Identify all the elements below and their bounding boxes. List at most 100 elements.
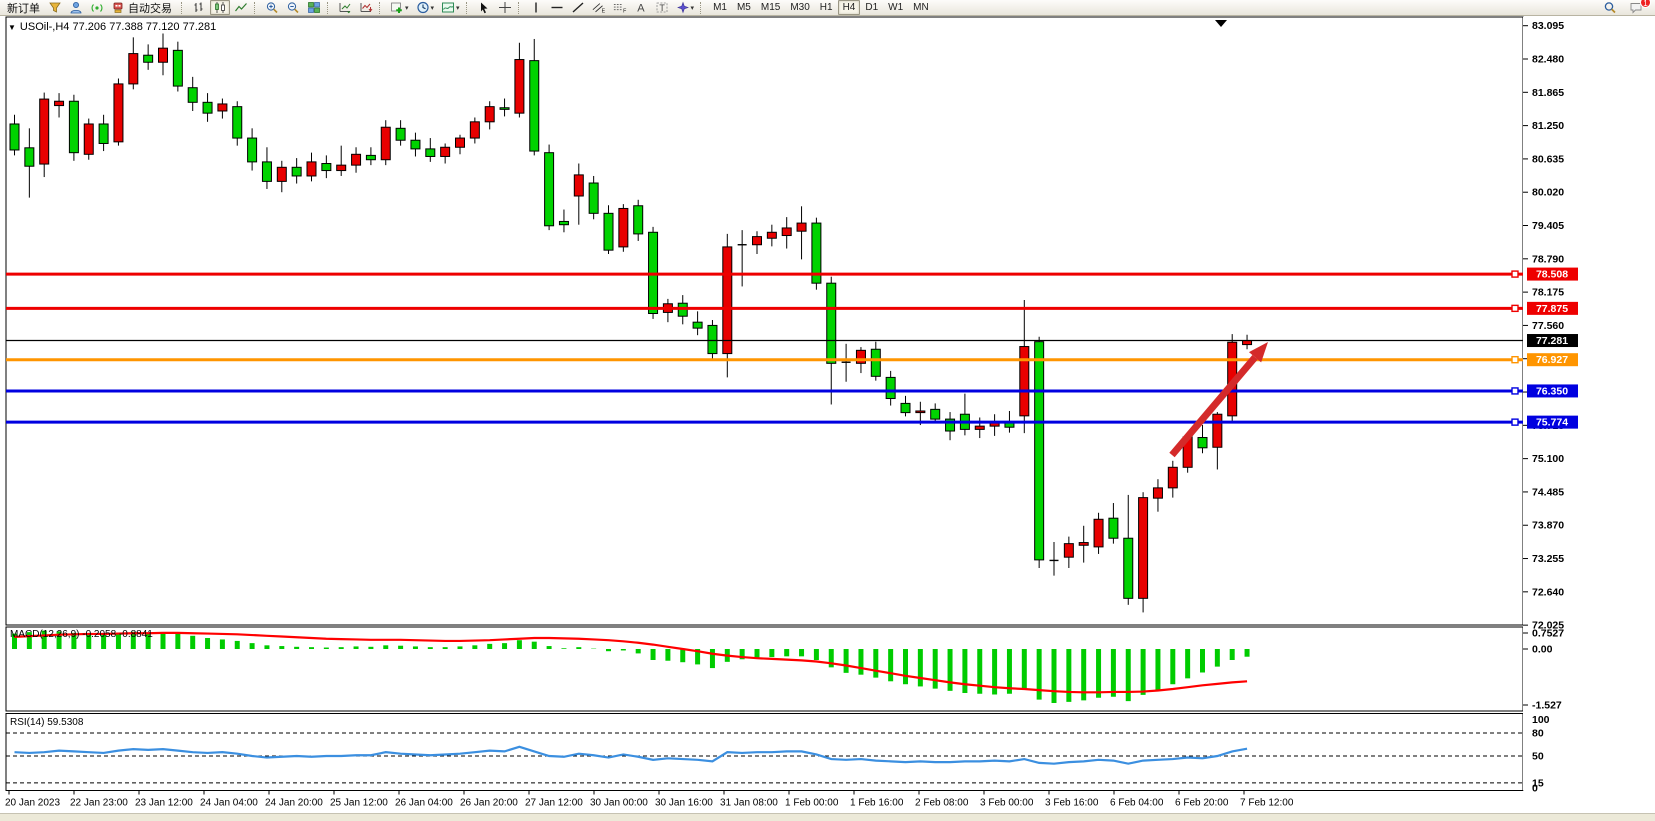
community-icon[interactable] bbox=[66, 0, 86, 15]
cursor-icon bbox=[480, 2, 488, 14]
svg-text:83.095: 83.095 bbox=[1532, 20, 1564, 32]
timeframe-button-m5[interactable]: M5 bbox=[736, 2, 751, 13]
timeframe-button-m15[interactable]: M15 bbox=[760, 2, 781, 13]
timeframe-button-mn[interactable]: MN bbox=[913, 2, 929, 13]
svg-text:E: E bbox=[601, 8, 605, 14]
search-icon bbox=[1604, 2, 1616, 14]
periods-clock-icon bbox=[416, 1, 429, 14]
rsi-indicator-label: RSI(14) 59.5308 bbox=[10, 717, 84, 728]
tile-windows-icon bbox=[308, 2, 320, 13]
zoom-out-button[interactable] bbox=[283, 0, 303, 15]
svg-text:6 Feb 20:00: 6 Feb 20:00 bbox=[1175, 798, 1229, 809]
svg-text:24 Jan 20:00: 24 Jan 20:00 bbox=[265, 798, 323, 809]
svg-text:77.875: 77.875 bbox=[1536, 303, 1568, 315]
fibonacci-button[interactable]: F bbox=[610, 0, 630, 15]
symbol-period-label: USOil-,H4 bbox=[19, 21, 70, 33]
zoom-in-button[interactable] bbox=[262, 0, 282, 15]
cursor-button[interactable] bbox=[474, 0, 494, 15]
text-button[interactable]: A bbox=[631, 0, 651, 15]
horizontal-line-icon bbox=[551, 6, 563, 9]
vertical-line-button[interactable] bbox=[526, 0, 546, 15]
chart-canvas[interactable]: 83.095 82.480 81.865 81.250 80.635 80.020 79.4… bbox=[0, 16, 1655, 813]
toolbar-separator bbox=[379, 1, 384, 14]
line-chart-icon bbox=[235, 3, 247, 12]
svg-text:81.250: 81.250 bbox=[1532, 120, 1564, 132]
timeframe-button-h1[interactable]: H1 bbox=[819, 2, 833, 13]
bar-chart-button[interactable] bbox=[189, 0, 209, 15]
notifications-button[interactable]: 1 bbox=[1626, 0, 1651, 15]
svg-text:23 Jan 12:00: 23 Jan 12:00 bbox=[135, 798, 193, 809]
svg-text:100: 100 bbox=[1532, 714, 1550, 726]
svg-text:F: F bbox=[623, 8, 626, 14]
price-axis[interactable] bbox=[1524, 17, 1655, 792]
svg-text:73.255: 73.255 bbox=[1532, 553, 1564, 565]
new-order-button[interactable]: 新订单 bbox=[7, 2, 40, 15]
trendline-button[interactable] bbox=[568, 0, 588, 15]
timeframe-button-d1[interactable]: D1 bbox=[865, 2, 879, 13]
channel-icon: E bbox=[592, 3, 605, 14]
svg-text:27 Jan 12:00: 27 Jan 12:00 bbox=[525, 798, 583, 809]
svg-text:82.480: 82.480 bbox=[1532, 54, 1564, 66]
periods-button[interactable]: ▾ bbox=[413, 0, 438, 15]
autotrading-button[interactable]: 自动交易 bbox=[108, 0, 178, 15]
toolbar-separator bbox=[327, 1, 332, 14]
svg-text:77.560: 77.560 bbox=[1532, 320, 1564, 332]
zoom-in-icon bbox=[266, 2, 278, 14]
timeframe-button-m30[interactable]: M30 bbox=[790, 2, 810, 13]
timeframe-group: M1 M5 M15 M30 H1 H4 D1 W1 MN bbox=[708, 0, 934, 15]
svg-text:26 Jan 20:00: 26 Jan 20:00 bbox=[460, 798, 518, 809]
channel-button[interactable]: E bbox=[589, 0, 609, 15]
funnel-icon[interactable] bbox=[45, 0, 65, 15]
svg-text:80: 80 bbox=[1532, 727, 1544, 739]
signals-icon bbox=[91, 4, 103, 12]
svg-text:78.508: 78.508 bbox=[1536, 269, 1568, 281]
horizontal-line-button[interactable] bbox=[547, 0, 567, 15]
svg-text:73.870: 73.870 bbox=[1532, 520, 1564, 532]
timeframe-button-m1[interactable]: M1 bbox=[713, 2, 727, 13]
svg-text:31 Jan 08:00: 31 Jan 08:00 bbox=[720, 798, 778, 809]
status-bar bbox=[0, 813, 1655, 821]
svg-text:76.927: 76.927 bbox=[1536, 354, 1568, 366]
svg-text:79.405: 79.405 bbox=[1532, 220, 1564, 232]
chart-shift-icon bbox=[360, 3, 373, 12]
tile-windows-button[interactable] bbox=[304, 0, 324, 15]
svg-text:75.100: 75.100 bbox=[1532, 453, 1564, 465]
timeframe-button-w1[interactable]: W1 bbox=[888, 2, 904, 13]
crosshair-button[interactable] bbox=[495, 0, 515, 15]
svg-text:72.025: 72.025 bbox=[1532, 620, 1564, 632]
svg-text:0.00: 0.00 bbox=[1532, 644, 1553, 656]
candlestick-button[interactable] bbox=[210, 0, 230, 15]
svg-text:77.281: 77.281 bbox=[1536, 335, 1568, 347]
svg-text:3 Feb 16:00: 3 Feb 16:00 bbox=[1045, 798, 1099, 809]
svg-text:30 Jan 00:00: 30 Jan 00:00 bbox=[590, 798, 648, 809]
svg-text:80.635: 80.635 bbox=[1532, 153, 1564, 165]
svg-text:22 Jan 23:00: 22 Jan 23:00 bbox=[70, 798, 128, 809]
autotrading-label: 自动交易 bbox=[128, 2, 172, 15]
svg-text:20 Jan 2023: 20 Jan 2023 bbox=[5, 798, 60, 809]
chart-shift-button[interactable] bbox=[356, 0, 376, 15]
toolbar-separator bbox=[181, 1, 186, 14]
svg-text:25 Jan 12:00: 25 Jan 12:00 bbox=[330, 798, 388, 809]
add-indicator-button[interactable]: ▾ bbox=[387, 0, 412, 15]
line-chart-button[interactable] bbox=[231, 0, 251, 15]
arrows-button[interactable]: ▾ bbox=[673, 0, 698, 15]
signals-icon[interactable] bbox=[87, 0, 107, 15]
svg-text:0.7527: 0.7527 bbox=[1532, 628, 1564, 640]
auto-scroll-button[interactable] bbox=[335, 0, 355, 15]
time-axis[interactable] bbox=[0, 792, 1524, 813]
svg-text:-1.527: -1.527 bbox=[1532, 700, 1562, 712]
auto-scroll-icon bbox=[339, 3, 351, 14]
timeframe-button-h4[interactable]: H4 bbox=[837, 0, 861, 15]
svg-text:78.175: 78.175 bbox=[1532, 287, 1564, 299]
toolbar-separator bbox=[465, 1, 471, 14]
fibonacci-icon: F bbox=[613, 4, 626, 14]
search-button[interactable] bbox=[1600, 0, 1620, 15]
svg-text:1 Feb 16:00: 1 Feb 16:00 bbox=[850, 798, 904, 809]
toolbar-separator bbox=[254, 1, 259, 14]
templates-button[interactable]: ▾ bbox=[438, 0, 463, 15]
community-person-icon bbox=[70, 2, 82, 14]
one-click-trading-toggle-icon[interactable]: ▼ bbox=[8, 23, 16, 32]
svg-text:76.350: 76.350 bbox=[1536, 385, 1568, 397]
text-label-button[interactable]: T bbox=[652, 0, 672, 15]
bar-chart-icon bbox=[194, 2, 203, 12]
